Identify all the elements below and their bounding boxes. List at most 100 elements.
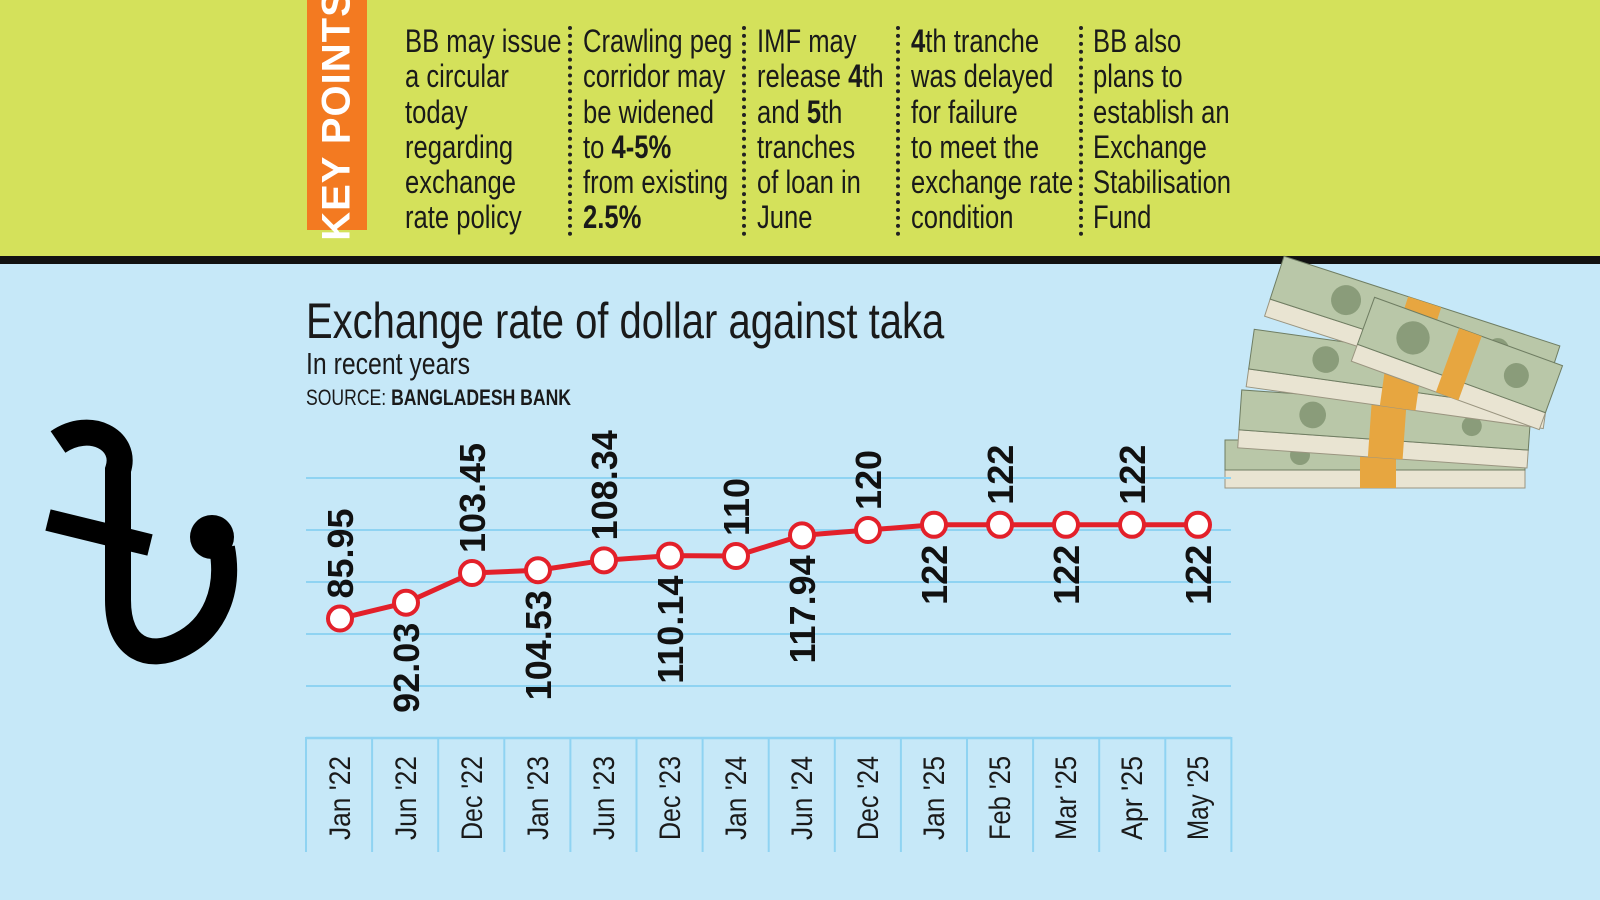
data-point <box>920 510 948 539</box>
key-point-line: be widened <box>583 93 732 130</box>
x-tick-label: Jun '22 <box>390 756 423 840</box>
key-point-text: be widened <box>583 93 714 130</box>
key-point-line: Crawling peg <box>583 23 733 59</box>
data-label: 122 <box>914 545 955 605</box>
data-point <box>326 604 354 633</box>
key-point-line: corridor may <box>583 59 732 94</box>
source-label: SOURCE: <box>306 385 387 410</box>
key-point-text: IMF may <box>757 23 857 59</box>
key-point-text: 5 <box>806 93 822 130</box>
data-label: 110.14 <box>650 576 691 684</box>
key-point-text: regarding <box>405 128 514 165</box>
x-tick-label: Apr '25 <box>1116 756 1149 840</box>
key-point-line: to meet the <box>911 128 1073 165</box>
key-point-text: establish an <box>1093 93 1230 130</box>
money-stack-icon <box>1224 255 1564 489</box>
x-tick-label: Dec '24 <box>852 756 885 840</box>
dotted-separator <box>1079 26 1083 236</box>
key-point-text: rate policy <box>405 199 522 236</box>
chart-source: SOURCE: BANGLADESH BANK <box>306 385 571 411</box>
key-point-text: exchange rate <box>911 164 1074 201</box>
key-point-text: from existing <box>583 164 729 201</box>
x-tick-label: Dec '23 <box>654 756 687 840</box>
data-point <box>788 521 816 550</box>
data-label: 110 <box>716 478 757 536</box>
key-point-line: of loan in <box>757 165 884 200</box>
key-point-text: th tranche <box>925 23 1040 59</box>
key-point-text: today <box>405 93 468 130</box>
data-point <box>1184 510 1212 539</box>
key-point-line: Fund <box>1093 200 1231 235</box>
key-points-badge: KEY POINTS <box>307 0 367 241</box>
dotted-separator <box>896 26 900 236</box>
chart-subtitle: In recent years <box>306 346 471 381</box>
dotted-separator <box>742 26 746 236</box>
key-point-text: condition <box>911 199 1014 236</box>
key-point-line: was delayed <box>911 59 1073 94</box>
key-point-text: tranches <box>757 128 856 165</box>
data-label: 120 <box>848 450 889 510</box>
key-point-line: condition <box>911 200 1073 235</box>
key-point-text: Stabilisation <box>1093 164 1232 201</box>
x-tick-label: Mar '25 <box>1050 756 1083 840</box>
data-point <box>986 510 1014 539</box>
key-point-text: to <box>583 128 612 165</box>
x-tick-label: Jun '24 <box>786 756 819 840</box>
key-point-text: th <box>862 58 884 95</box>
key-point-text: 2.5% <box>583 199 642 236</box>
data-point <box>458 559 486 588</box>
key-point-text: Exchange <box>1093 128 1207 165</box>
key-point-line: 2.5% <box>583 200 732 235</box>
key-point-text: plans to <box>1093 58 1183 95</box>
key-point-text: BB also <box>1093 23 1182 59</box>
chart-title: Exchange rate of dollar against taka <box>306 293 945 349</box>
key-point-line: to 4-5% <box>583 128 732 165</box>
key-point-line: Stabilisation <box>1093 165 1231 200</box>
key-point-text: June <box>757 199 813 236</box>
data-point <box>722 542 750 570</box>
data-label: 122 <box>980 445 1021 505</box>
key-point-line: IMF may <box>757 23 884 59</box>
source-name: BANGLADESH BANK <box>391 385 572 410</box>
key-point-text: Crawling peg <box>583 23 733 59</box>
key-point-line: BB may issue <box>405 23 562 59</box>
data-point <box>524 556 552 585</box>
key-point-1: BB may issue a circular today regarding exch… <box>405 23 562 236</box>
key-point-text: BB may issue <box>405 23 562 59</box>
key-point-text: to meet the <box>911 128 1040 165</box>
data-label: 122 <box>1046 545 1087 605</box>
key-point-line: release 4th <box>757 59 884 94</box>
key-point-text: and <box>757 93 807 130</box>
key-point-text: th <box>821 93 843 130</box>
key-point-text: for failure <box>911 93 1018 130</box>
data-point <box>656 541 684 570</box>
key-point-line: exchange rate <box>911 165 1073 200</box>
divider <box>0 256 1600 264</box>
key-point-line: exchange <box>405 165 562 200</box>
key-point-line: regarding <box>405 128 562 165</box>
key-point-line: establish an <box>1093 93 1231 130</box>
key-point-text: 4-5% <box>611 128 672 165</box>
key-point-line: tranches <box>757 128 884 165</box>
key-point-line: today <box>405 93 562 130</box>
key-point-line: rate policy <box>405 200 562 235</box>
data-label: 92.03 <box>386 623 427 713</box>
bill-stack <box>1350 296 1564 431</box>
key-point-line: and 5th <box>757 93 884 130</box>
data-label: 108.34 <box>584 430 625 540</box>
dotted-separator <box>568 26 572 236</box>
key-point-text: of loan in <box>757 164 861 201</box>
key-point-text: 4 <box>848 58 863 95</box>
x-tick-label: Jun '23 <box>588 756 621 840</box>
x-tick-label: Jan '25 <box>918 756 951 840</box>
key-point-text: was delayed <box>911 58 1054 95</box>
key-point-line: for failure <box>911 93 1073 130</box>
data-label: 104.53 <box>518 590 559 700</box>
x-tick-label: Jan '23 <box>522 756 555 840</box>
key-point-5: BB also plans to establish an Exchange Stabi… <box>1093 23 1231 236</box>
data-point <box>854 516 882 544</box>
data-point <box>1118 510 1146 539</box>
key-point-line: plans to <box>1093 59 1231 94</box>
key-point-3: IMF may release 4th and 5th tranches of loan… <box>757 23 884 236</box>
